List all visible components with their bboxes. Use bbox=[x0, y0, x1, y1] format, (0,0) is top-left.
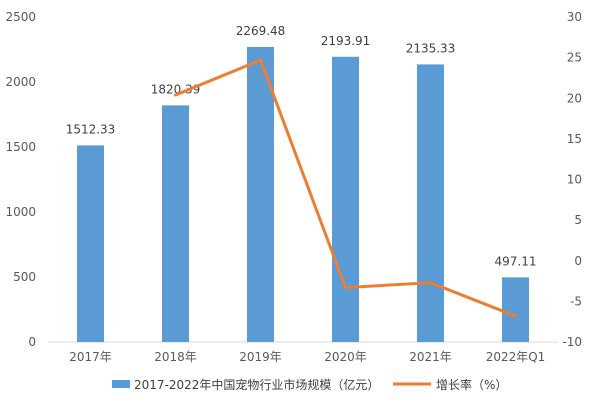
right-y-axis: -10 -5 0 5 10 15 20 25 30 bbox=[562, 10, 582, 349]
left-tick-label: 1500 bbox=[5, 140, 36, 154]
right-tick-label: 0 bbox=[574, 254, 582, 268]
left-tick-label: 500 bbox=[13, 270, 36, 284]
bar bbox=[77, 145, 104, 342]
bar bbox=[247, 46, 274, 343]
bar bbox=[332, 56, 359, 343]
x-axis-labels: 2017年 2018年 2019年 2020年 2021年 2022年Q1 bbox=[69, 350, 545, 364]
bar bbox=[417, 64, 444, 342]
bar-value-label: 1820.39 bbox=[151, 82, 201, 96]
line-series bbox=[174, 58, 517, 318]
x-tick-label: 2020年 bbox=[324, 350, 367, 364]
left-tick-label: 2000 bbox=[5, 75, 36, 89]
bar-series bbox=[77, 46, 529, 343]
left-tick-label: 0 bbox=[28, 335, 36, 349]
bar bbox=[502, 277, 529, 342]
bar-value-label: 2193.91 bbox=[321, 34, 371, 48]
bar-value-label: 2135.33 bbox=[406, 41, 456, 55]
bar-data-labels: 1512.33 1820.39 2269.48 2193.91 2135.33 497.1… bbox=[66, 24, 537, 268]
x-tick-label: 2022年Q1 bbox=[486, 350, 546, 364]
bar-value-label: 497.11 bbox=[495, 254, 537, 268]
x-tick-label: 2021年 bbox=[409, 350, 452, 364]
bar-value-label: 2269.48 bbox=[236, 24, 286, 38]
right-tick-label: 25 bbox=[567, 51, 582, 65]
bar-value-label: 1512.33 bbox=[66, 122, 116, 136]
right-tick-label: 30 bbox=[567, 10, 582, 24]
right-tick-label: 5 bbox=[574, 213, 582, 227]
left-tick-label: 1000 bbox=[5, 205, 36, 219]
legend-line-label: 增长率（%） bbox=[436, 377, 507, 392]
legend-bar-swatch bbox=[112, 380, 130, 388]
legend: 2017-2022年中国宠物行业市场规模（亿元） 增长率（%） bbox=[112, 377, 507, 392]
x-tick-label: 2017年 bbox=[69, 350, 112, 364]
left-tick-label: 2500 bbox=[5, 10, 36, 24]
right-tick-label: -10 bbox=[562, 335, 582, 349]
right-tick-label: 10 bbox=[567, 173, 582, 187]
left-y-axis: 0 500 1000 1500 2000 2500 bbox=[5, 10, 36, 349]
bar bbox=[162, 105, 189, 342]
x-tick-label: 2019年 bbox=[239, 350, 282, 364]
right-tick-label: 20 bbox=[567, 91, 582, 105]
growth-rate-line bbox=[174, 58, 517, 318]
right-tick-label: -5 bbox=[570, 294, 582, 308]
right-tick-label: 15 bbox=[567, 132, 582, 146]
x-tick-label: 2018年 bbox=[154, 350, 197, 364]
legend-bar-label: 2017-2022年中国宠物行业市场规模（亿元） bbox=[134, 377, 379, 392]
